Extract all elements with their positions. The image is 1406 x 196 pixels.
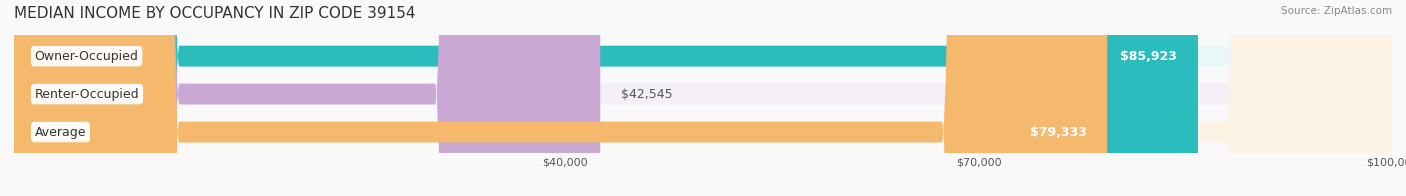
Text: $85,923: $85,923 xyxy=(1121,50,1177,63)
FancyBboxPatch shape xyxy=(14,0,1392,196)
FancyBboxPatch shape xyxy=(14,0,1107,196)
Text: Source: ZipAtlas.com: Source: ZipAtlas.com xyxy=(1281,6,1392,16)
FancyBboxPatch shape xyxy=(14,0,1392,196)
FancyBboxPatch shape xyxy=(14,0,1392,196)
Text: Owner-Occupied: Owner-Occupied xyxy=(35,50,139,63)
FancyBboxPatch shape xyxy=(14,0,600,196)
Text: Average: Average xyxy=(35,125,86,139)
Text: $42,545: $42,545 xyxy=(621,88,672,101)
FancyBboxPatch shape xyxy=(14,0,1198,196)
Text: $79,333: $79,333 xyxy=(1029,125,1087,139)
Text: Renter-Occupied: Renter-Occupied xyxy=(35,88,139,101)
Text: MEDIAN INCOME BY OCCUPANCY IN ZIP CODE 39154: MEDIAN INCOME BY OCCUPANCY IN ZIP CODE 3… xyxy=(14,6,416,21)
